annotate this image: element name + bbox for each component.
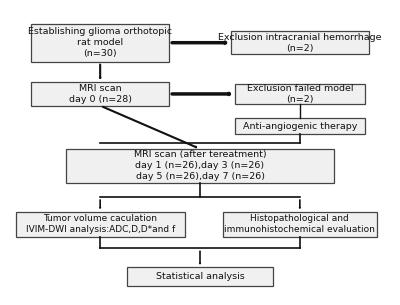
FancyBboxPatch shape bbox=[231, 31, 369, 54]
Text: Tumor volume caculation
IVIM-DWI analysis:ADC,D,D*and f: Tumor volume caculation IVIM-DWI analysi… bbox=[26, 214, 175, 234]
Text: Exclusion failed model
(n=2): Exclusion failed model (n=2) bbox=[246, 84, 353, 104]
Text: Statistical analysis: Statistical analysis bbox=[156, 272, 244, 282]
Text: Exclusion intracranial hemorrhage
(n=2): Exclusion intracranial hemorrhage (n=2) bbox=[218, 33, 382, 53]
FancyBboxPatch shape bbox=[31, 82, 169, 106]
FancyBboxPatch shape bbox=[234, 84, 365, 104]
Text: Histopathological and
immunohistochemical evaluation: Histopathological and immunohistochemica… bbox=[224, 214, 375, 234]
Text: MRI scan (after tereatment)
day 1 (n=26),day 3 (n=26)
day 5 (n=26),day 7 (n=26): MRI scan (after tereatment) day 1 (n=26)… bbox=[134, 150, 266, 181]
FancyBboxPatch shape bbox=[223, 212, 377, 237]
Text: Establishing glioma orthotopic
rat model
(n=30): Establishing glioma orthotopic rat model… bbox=[28, 27, 172, 58]
Text: MRI scan
day 0 (n=28): MRI scan day 0 (n=28) bbox=[69, 84, 132, 104]
FancyBboxPatch shape bbox=[234, 118, 365, 134]
Text: Anti-angiogenic therapy: Anti-angiogenic therapy bbox=[243, 122, 357, 131]
FancyBboxPatch shape bbox=[31, 24, 169, 62]
FancyBboxPatch shape bbox=[127, 267, 273, 286]
FancyBboxPatch shape bbox=[66, 149, 334, 182]
FancyBboxPatch shape bbox=[16, 212, 185, 237]
